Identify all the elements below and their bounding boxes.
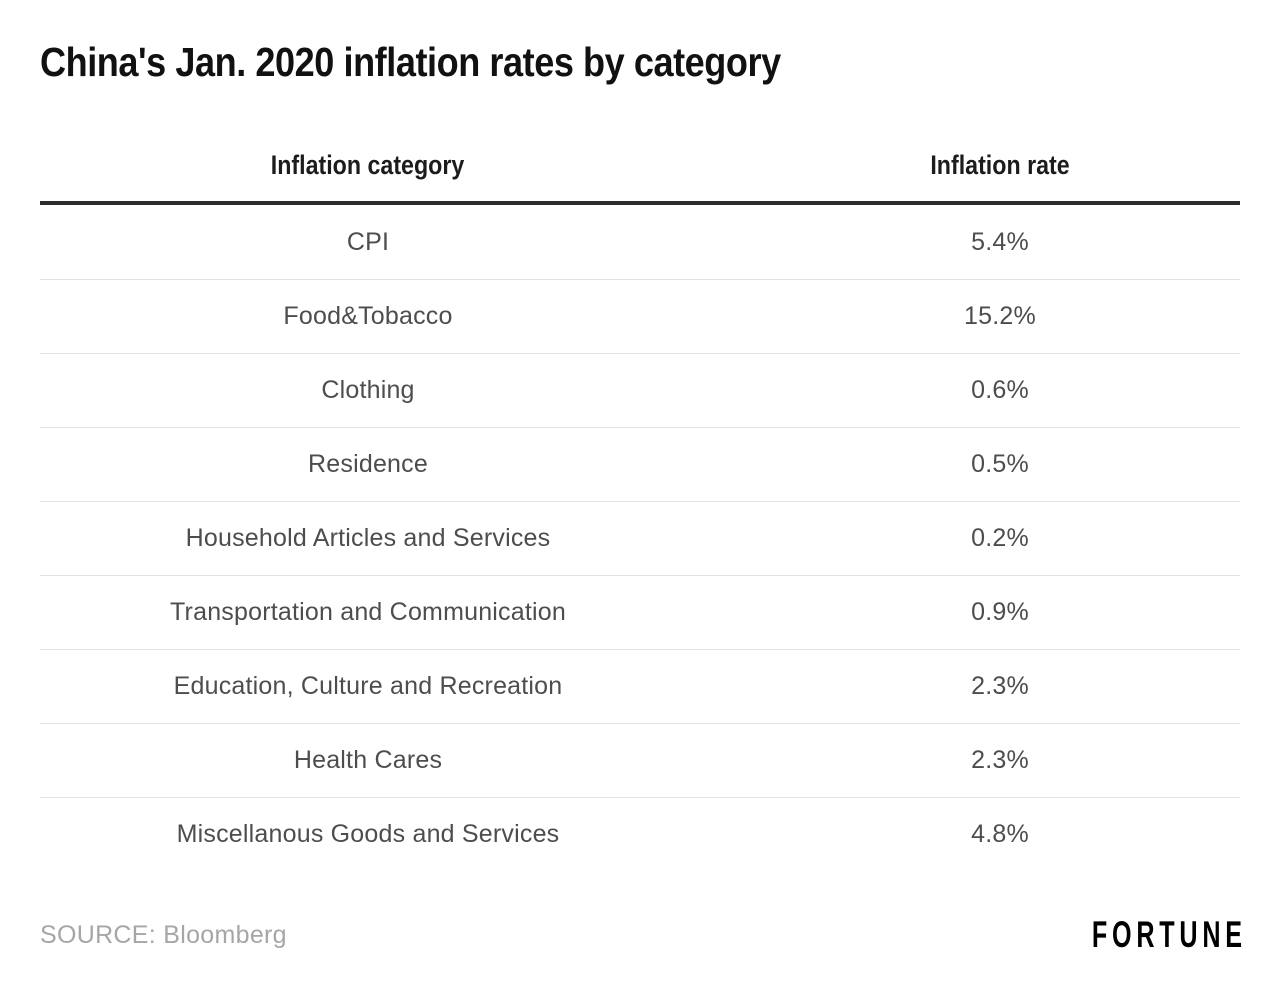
fortune-logo: FORTUNE <box>1019 914 1242 956</box>
column-gap <box>696 760 760 761</box>
column-gap <box>696 686 760 687</box>
column-gap <box>696 538 760 539</box>
column-gap <box>696 612 760 613</box>
column-gap <box>696 316 760 317</box>
table-row: Residence 0.5% <box>40 427 1240 501</box>
column-gap <box>696 464 760 465</box>
table-header-row: Inflation category Inflation rate <box>40 130 1240 205</box>
rate-cell: 15.2% <box>964 302 1036 330</box>
page-title: China's Jan. 2020 inflation rates by cat… <box>40 39 882 85</box>
fortune-logo-text: FORTUNE <box>1092 914 1247 955</box>
column-header-rate: Inflation rate <box>930 150 1070 180</box>
category-cell: Miscellanous Goods and Services <box>176 820 560 848</box>
source-credit: SOURCE: Bloomberg <box>40 920 287 949</box>
table-row: Education, Culture and Recreation 2.3% <box>40 649 1240 723</box>
category-cell: Residence <box>308 450 428 478</box>
category-cell: Health Cares <box>293 746 443 774</box>
rate-cell: 0.5% <box>971 450 1029 478</box>
rate-cell: 2.3% <box>971 672 1029 700</box>
category-cell: CPI <box>346 227 390 256</box>
table-row: Clothing 0.6% <box>40 353 1240 427</box>
category-cell: Clothing <box>321 376 415 404</box>
table-row: Transportation and Communication 0.9% <box>40 575 1240 649</box>
category-cell: Education, Culture and Recreation <box>173 672 563 700</box>
category-cell: Household Articles and Services <box>185 524 551 552</box>
table-row: Household Articles and Services 0.2% <box>40 501 1240 575</box>
rate-cell: 5.4% <box>971 227 1029 256</box>
table-row: Health Cares 2.3% <box>40 723 1240 797</box>
category-cell: Food&Tobacco <box>283 302 453 330</box>
category-cell: Transportation and Communication <box>170 598 566 626</box>
column-gap <box>696 390 760 391</box>
column-gap <box>696 834 760 835</box>
footer: SOURCE: Bloomberg FORTUNE <box>40 908 1242 962</box>
column-gap <box>696 165 760 166</box>
rate-cell: 0.9% <box>971 598 1029 626</box>
table-row: Miscellanous Goods and Services 4.8% <box>40 797 1240 871</box>
page-title-text: China's Jan. 2020 inflation rates by cat… <box>40 39 781 85</box>
rate-cell: 0.6% <box>971 376 1029 404</box>
rate-cell: 0.2% <box>971 524 1029 552</box>
table-row: Food&Tobacco 15.2% <box>40 279 1240 353</box>
rate-cell: 2.3% <box>971 746 1029 774</box>
inflation-table: Inflation category Inflation rate CPI 5.… <box>40 130 1240 871</box>
rate-cell: 4.8% <box>971 820 1029 848</box>
table-row: CPI 5.4% <box>40 205 1240 279</box>
column-header-category: Inflation category <box>271 150 465 180</box>
column-gap <box>696 242 760 243</box>
